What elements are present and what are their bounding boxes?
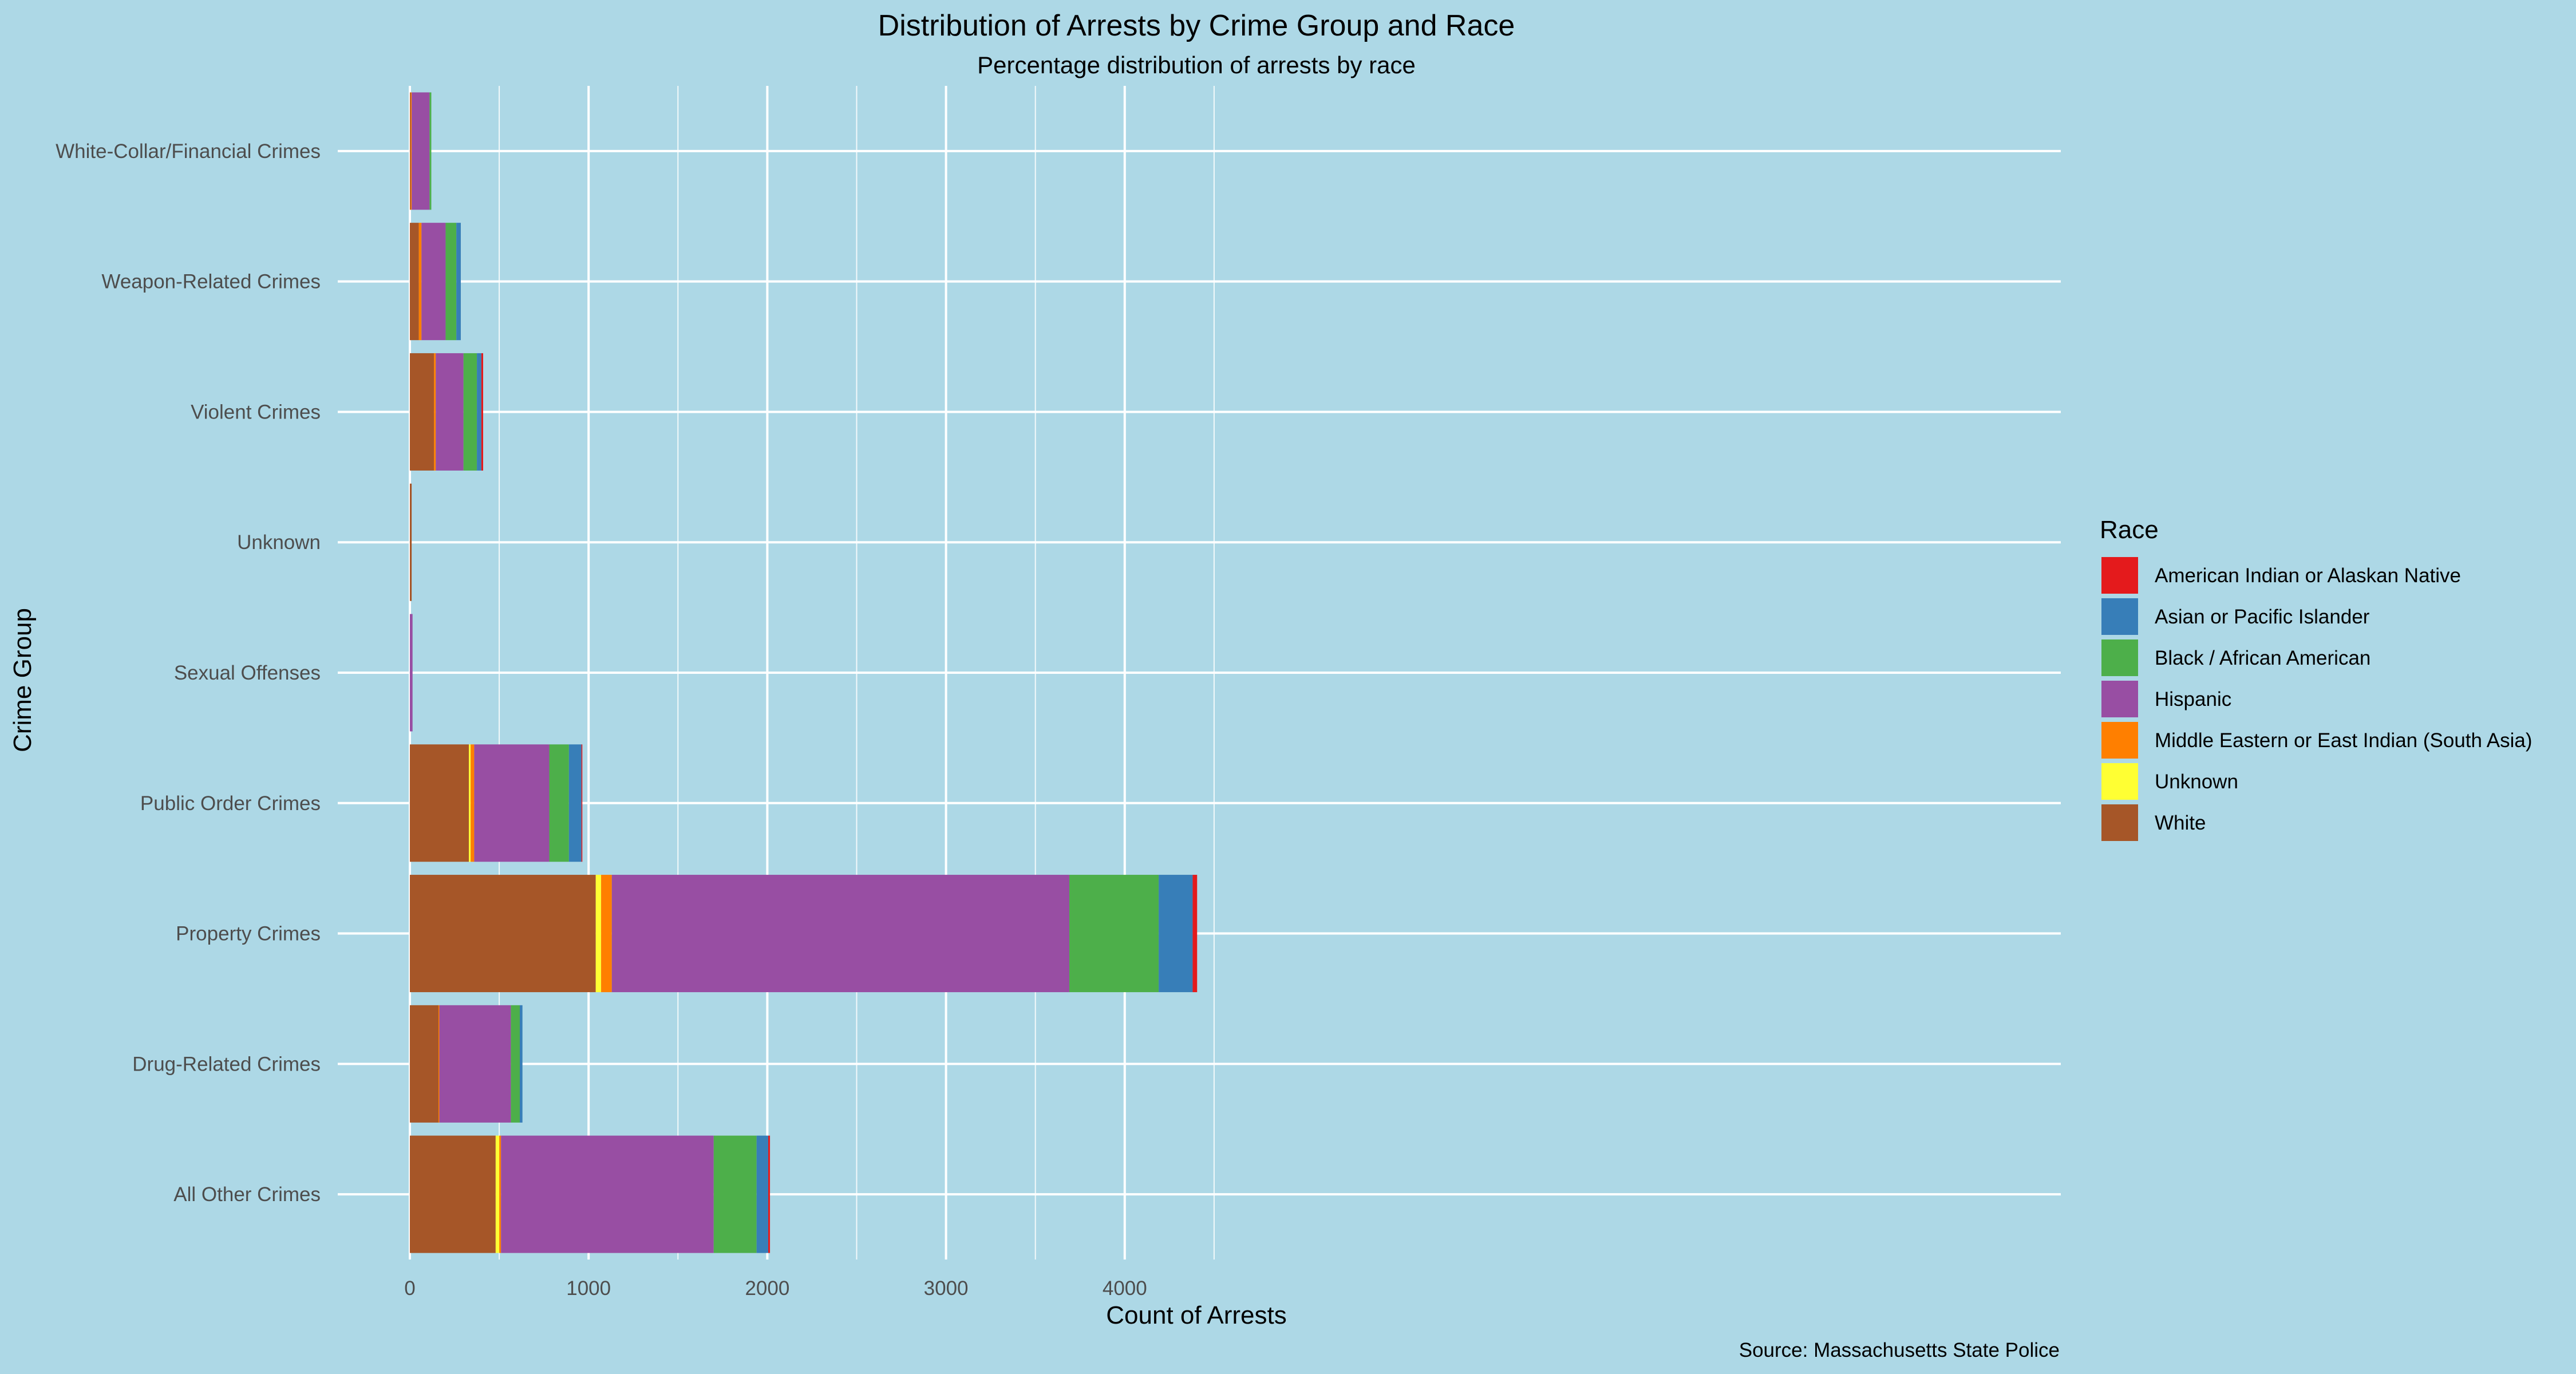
bar-segment-black-african-american [511,1005,520,1123]
bar-segment-white [410,1135,496,1253]
bar-segment-white [410,223,419,341]
bar-segment-asian-or-pacific-islander [477,353,481,471]
x-tick-label: 0 [404,1277,415,1300]
bar-segment-unknown [495,1135,500,1253]
bar-segment-black-african-american [429,92,432,210]
bar-segment-white [410,744,469,862]
bar-stack-white-collar-financial-crimes [410,92,432,210]
y-tick-label: Property Crimes [176,923,321,945]
legend-swatch [2100,680,2139,718]
bar-segment-hispanic [412,92,430,210]
bar-segment-white [410,92,411,210]
legend-label: Asian or Pacific Islander [2155,606,2370,628]
bar-segment-american-indian-or-alaskan-native [768,1135,771,1253]
legend-items: American Indian or Alaskan Native Asian o… [2100,556,2532,842]
chart-title: Distribution of Arrests by Crime Group a… [878,9,1515,42]
x-axis-ticks: 0 1000 2000 3000 4000 [404,1277,1147,1300]
bar-segment-hispanic [474,744,550,862]
bar-segment-asian-or-pacific-islander [756,1135,768,1253]
bar-segment-hispanic [501,1135,714,1253]
bar-segment-unknown [595,875,602,993]
bar-segment-asian-or-pacific-islander [520,1005,523,1123]
x-tick-label: 1000 [566,1277,611,1300]
bar-segment-hispanic [436,353,464,471]
bar-stack-property-crimes [410,875,1198,993]
bar-segment-middle-eastern-or-east-indian-south-asia [434,353,436,471]
bar-segment-white [410,875,596,993]
bar-segment-unknown [469,744,471,862]
bar-segment-white [410,1005,438,1123]
legend-swatch [2100,597,2139,636]
bar-stack-sexual-offenses [410,614,413,732]
bar-segment-black-african-american [549,744,569,862]
bar-segment-middle-eastern-or-east-indian-south-asia [601,875,612,993]
legend-label: Middle Eastern or East Indian (South Asi… [2155,729,2532,752]
bar-segment-hispanic [439,1005,511,1123]
bar-segment-american-indian-or-alaskan-native [1192,875,1198,993]
y-tick-label: Weapon-Related Crimes [101,271,321,293]
bar-segment-black-african-american [713,1135,757,1253]
legend-label: American Indian or Alaskan Native [2155,564,2461,587]
legend-swatch [2100,803,2139,842]
legend-label: White [2155,812,2206,834]
bar-segment-middle-eastern-or-east-indian-south-asia [471,744,475,862]
x-axis-title: Count of Arrests [1106,1301,1286,1329]
chart-subtitle: Percentage distribution of arrests by ra… [977,52,1416,78]
bar-stack-public-order-crimes [410,744,583,862]
legend-title: Race [2100,516,2159,544]
bar-segment-middle-eastern-or-east-indian-south-asia [410,92,412,210]
y-tick-label: Drug-Related Crimes [132,1053,321,1075]
y-axis-title: Crime Group [9,608,37,752]
legend-label: Black / African American [2155,647,2370,669]
bar-stack-weapon-related-crimes [410,223,461,341]
bar-segment-white [410,353,434,471]
bars [410,92,1198,1253]
bar-stack-violent-crimes [410,353,484,471]
legend-swatch [2100,721,2139,760]
y-tick-label: Violent Crimes [191,401,321,423]
bar-segment-black-african-american [445,223,457,341]
bar-segment-asian-or-pacific-islander [568,744,582,862]
bar-segment-middle-eastern-or-east-indian-south-asia [418,223,422,341]
bar-segment-white [410,483,412,601]
bar-segment-hispanic [611,875,1070,993]
y-tick-label: Sexual Offenses [174,662,321,684]
legend-label: Unknown [2155,771,2238,793]
x-tick-label: 2000 [745,1277,789,1300]
bar-segment-asian-or-pacific-islander [456,223,461,341]
chart-caption: Source: Massachusetts State Police [1739,1339,2060,1361]
bar-segment-hispanic [421,223,446,341]
bar-segment-middle-eastern-or-east-indian-south-asia [438,1005,440,1123]
bar-segment-american-indian-or-alaskan-native [481,353,484,471]
x-tick-label: 3000 [924,1277,969,1300]
y-tick-label: All Other Crimes [173,1183,321,1206]
bar-segment-black-african-american [463,353,477,471]
legend-swatch [2100,762,2139,801]
bar-segment-asian-or-pacific-islander [1159,875,1193,993]
legend-swatch [2100,556,2139,595]
bar-segment-middle-eastern-or-east-indian-south-asia [499,1135,501,1253]
bar-segment-black-african-american [1069,875,1159,993]
y-tick-label: White-Collar/Financial Crimes [56,140,321,163]
legend-label: Hispanic [2155,688,2231,710]
bar-stack-unknown [410,483,412,601]
bar-stack-drug-related-crimes [410,1005,523,1123]
y-axis-ticks: All Other Crimes Drug-Related Crimes Prope… [56,140,321,1206]
bar-stack-all-other-crimes [410,1135,771,1253]
legend: Race American Indian or Alaskan Native As… [2100,516,2532,842]
y-tick-label: Public Order Crimes [140,792,321,815]
bar-segment-hispanic [410,614,413,732]
x-tick-label: 4000 [1103,1277,1147,1300]
bar-segment-american-indian-or-alaskan-native [581,744,583,862]
y-tick-label: Unknown [237,531,321,554]
grid [338,86,2061,1260]
legend-swatch [2100,638,2139,677]
